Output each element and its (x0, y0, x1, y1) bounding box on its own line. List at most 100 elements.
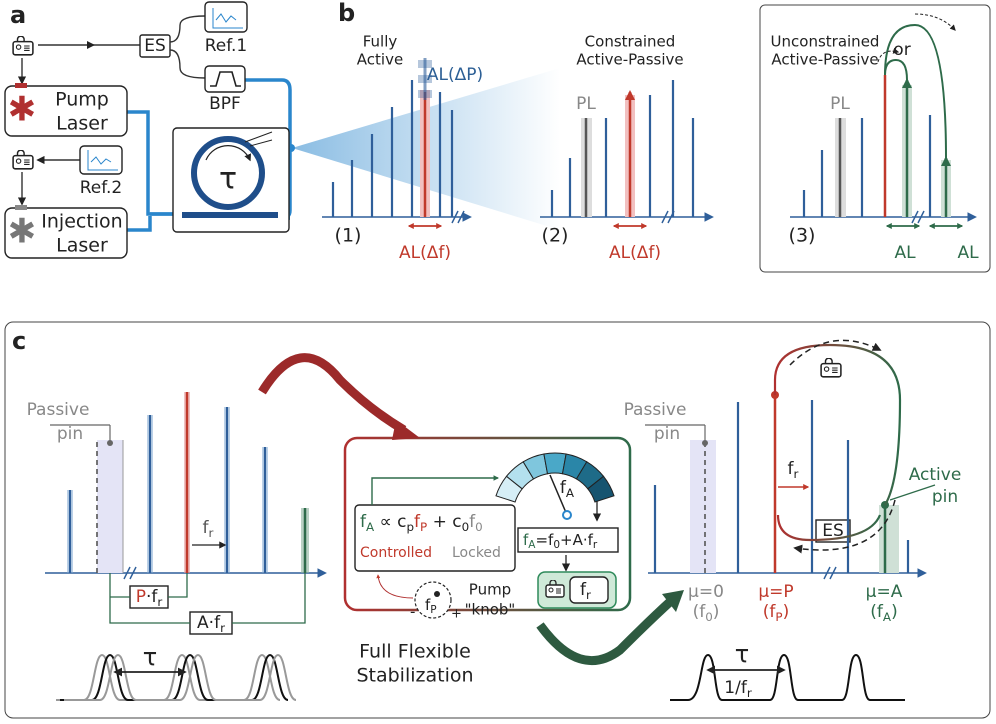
subscript: r (209, 526, 214, 540)
shape (517, 527, 619, 553)
passive-pin-label: pin (57, 424, 83, 444)
text-part: f (469, 512, 476, 532)
axis-break (129, 566, 137, 580)
text-part: ·f (146, 587, 158, 607)
subscript: 0 (475, 520, 483, 534)
curve (789, 339, 882, 366)
mu-label: μ=A (866, 582, 903, 602)
shape (79, 145, 123, 175)
shape (15, 83, 27, 88)
curve (877, 47, 900, 63)
subscript: r (157, 595, 162, 609)
subpanel-title: Fully (363, 33, 398, 51)
subscript: 0 (705, 610, 713, 624)
passive-pin-label: Passive (624, 400, 687, 420)
panel-label: c (12, 327, 26, 355)
p-fr-label: P·fr (136, 587, 163, 609)
pump-label: Laser (56, 113, 108, 135)
or-label: or (893, 40, 910, 60)
locked-label: Locked (452, 545, 501, 561)
shape (15, 205, 27, 210)
panel-label: a (10, 1, 26, 29)
shape (191, 136, 265, 210)
text-part: + c (427, 512, 461, 532)
shape (210, 71, 241, 87)
relation: fA=f0+A·fr (523, 531, 598, 552)
text-part: f (425, 596, 431, 614)
text-part: f (523, 531, 529, 549)
pl-label: PL (830, 94, 850, 114)
axis-break (661, 210, 669, 224)
subscript: r (747, 686, 752, 700)
shape (169, 15, 206, 79)
knob-fp: fP (425, 596, 437, 617)
gauge-needle (549, 474, 568, 516)
text-part: P (136, 587, 146, 607)
mu-label: (fP) (763, 602, 789, 624)
subscript: A (366, 520, 375, 534)
shape (392, 420, 420, 440)
shape (4, 321, 991, 719)
tau: τ (143, 643, 157, 671)
subscript: P (420, 520, 427, 534)
lock-icon (820, 358, 842, 378)
subscript: A (566, 486, 575, 500)
knob-minus: - (410, 603, 415, 621)
curve (773, 343, 902, 506)
text-part: A·f (197, 613, 221, 633)
mu-label: (fA) (870, 602, 897, 624)
gauge-label: fA (560, 478, 575, 500)
shape (569, 576, 609, 604)
subpanel-title: Unconstrained (771, 33, 880, 51)
shape (244, 131, 273, 147)
ref1-label: Ref.1 (205, 36, 247, 56)
panel-b: b Fully Active AL(ΔP) (1) AL(Δf) Constra… (322, 0, 991, 273)
shape (662, 590, 684, 612)
subpanel-title: Constrained (585, 33, 676, 51)
pin-dot (702, 440, 708, 446)
subscript: r (593, 539, 598, 551)
gauge-segment (587, 475, 615, 503)
text-part: f (560, 478, 567, 498)
lock-fr-label: fr (580, 580, 591, 602)
subpanel-title: Active-Passive (576, 51, 683, 69)
text-part: f (360, 512, 367, 532)
shape (536, 596, 676, 666)
text-part: f (414, 512, 421, 532)
passive-pin-label: pin (654, 424, 680, 444)
knob-plus: + (451, 607, 462, 622)
shade (97, 440, 123, 573)
passive-pin-label: Passive (27, 400, 90, 420)
pulse-train (670, 653, 905, 701)
knob-label: Pump (469, 581, 511, 599)
mu-label: μ=P (758, 582, 793, 602)
text-part: (f (870, 602, 884, 622)
shape (815, 519, 851, 543)
subscript: p (406, 520, 414, 534)
period-label: 1/fr (724, 678, 752, 700)
axis-break (451, 210, 459, 224)
pulse-train (60, 653, 289, 701)
controlled-label: Controlled (360, 545, 432, 561)
axis-break (823, 566, 831, 580)
a-fr-label: A·fr (197, 613, 225, 635)
caption: Stabilization (356, 665, 473, 687)
shape (4, 85, 128, 137)
subscript: P (775, 610, 782, 624)
pulse-train (64, 653, 297, 701)
mu-label: (f0) (693, 602, 720, 624)
bpf-label: BPF (209, 94, 241, 114)
shape (371, 475, 500, 505)
shape (354, 504, 516, 572)
shape (87, 41, 95, 49)
panel-a: a ES Ref.1 BPF ✱ Pump Laser Ref.2 ✱ Inje… (4, 1, 560, 259)
al-label: AL(Δf) (399, 243, 451, 263)
shape (434, 591, 440, 597)
subscript: P (430, 604, 436, 616)
curve (884, 23, 947, 159)
subpanel-number: (3) (789, 225, 816, 247)
al-label: AL (894, 243, 916, 263)
subpanel-number: (2) (542, 225, 569, 247)
mu-label: μ=0 (688, 582, 724, 602)
active-pin-label: Active (909, 465, 962, 485)
